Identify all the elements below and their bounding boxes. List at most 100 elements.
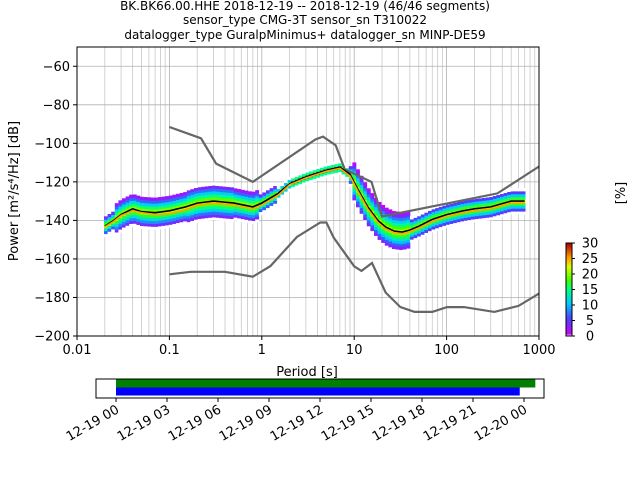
density-cell	[402, 237, 407, 241]
density-cell	[438, 218, 443, 222]
density-cell	[269, 202, 274, 206]
density-cell	[431, 223, 436, 227]
density-cell	[237, 203, 242, 207]
density-cell	[460, 220, 465, 225]
density-cell	[518, 208, 522, 212]
density-cell	[392, 245, 396, 250]
density-cell	[417, 230, 422, 234]
density-cell	[240, 192, 245, 197]
density-cell	[258, 205, 263, 210]
density-cell	[237, 217, 242, 222]
density-cell	[143, 205, 148, 209]
density-cell	[424, 229, 429, 233]
density-cell	[402, 243, 407, 247]
density-cell	[384, 236, 389, 240]
density-cell	[154, 217, 159, 222]
density-cell	[114, 211, 119, 216]
density-cell	[136, 224, 141, 228]
density-cell	[363, 196, 368, 201]
density-cell	[154, 206, 159, 210]
density-cell	[280, 191, 285, 195]
density-cell	[244, 207, 249, 212]
density-cell	[348, 183, 353, 187]
density-cell	[244, 193, 249, 197]
density-cell	[197, 204, 202, 208]
density-cell	[233, 199, 238, 204]
density-cell	[147, 208, 152, 213]
density-cell	[374, 212, 378, 216]
density-cell	[478, 200, 483, 205]
density-cell	[118, 203, 123, 207]
density-cell	[431, 206, 436, 210]
density-cell	[359, 198, 364, 203]
density-cell	[226, 195, 231, 199]
density-cell	[489, 208, 494, 212]
density-cell	[172, 200, 177, 204]
density-cell	[255, 193, 260, 197]
density-cell	[161, 196, 166, 200]
density-cell	[374, 209, 378, 213]
density-cell	[442, 211, 447, 215]
density-cell	[251, 191, 256, 195]
density-cell	[406, 216, 411, 220]
density-cell	[248, 202, 252, 207]
density-cell	[186, 201, 191, 205]
colorbar-label: [%]	[614, 182, 629, 205]
density-cell	[460, 203, 465, 207]
density-cell	[168, 215, 173, 220]
colorbar-cell	[566, 275, 572, 277]
density-cell	[150, 206, 155, 210]
density-cell	[518, 193, 522, 198]
colorbar-cell	[566, 269, 572, 271]
density-cell	[312, 169, 317, 174]
density-cell	[219, 194, 224, 198]
density-cell	[262, 203, 267, 208]
density-cell	[179, 221, 184, 226]
density-cell	[266, 207, 270, 211]
density-cell	[521, 193, 526, 198]
colorbar-cell	[566, 332, 572, 334]
density-cell	[338, 160, 342, 164]
density-cell	[140, 216, 144, 221]
density-cell	[438, 212, 443, 216]
density-cell	[471, 204, 476, 208]
density-cell	[194, 219, 198, 223]
density-cell	[392, 222, 396, 226]
density-cell	[496, 194, 501, 198]
density-cell	[363, 182, 368, 186]
density-cell	[215, 205, 220, 210]
density-cell	[240, 195, 245, 199]
density-cell	[204, 191, 209, 196]
density-cell	[431, 220, 436, 224]
density-cell	[485, 214, 490, 218]
density-cell	[204, 197, 209, 201]
density-cell	[320, 173, 324, 177]
density-cell	[456, 218, 461, 223]
density-cell	[179, 201, 184, 205]
density-cell	[291, 183, 296, 188]
density-cell	[255, 213, 260, 217]
density-cell	[251, 200, 256, 204]
density-cell	[201, 206, 206, 210]
density-cell	[438, 223, 443, 228]
density-cell	[489, 196, 494, 200]
density-cell	[442, 216, 447, 221]
density-cell	[406, 239, 411, 243]
colorbar-cell	[566, 310, 572, 312]
density-cell	[143, 202, 148, 207]
density-cell	[453, 216, 458, 221]
density-cell	[334, 169, 339, 173]
density-cell	[114, 206, 119, 210]
density-cell	[222, 203, 227, 207]
density-cell	[118, 217, 123, 221]
density-cell	[510, 202, 515, 206]
density-cell	[453, 214, 458, 218]
density-cell	[510, 208, 515, 212]
density-cell	[244, 199, 249, 203]
colorbar-cell	[566, 270, 572, 272]
colorbar-cell	[566, 330, 572, 332]
density-cell	[521, 205, 526, 209]
density-cell	[471, 216, 476, 220]
density-cell	[474, 204, 479, 208]
density-cell	[399, 235, 404, 239]
